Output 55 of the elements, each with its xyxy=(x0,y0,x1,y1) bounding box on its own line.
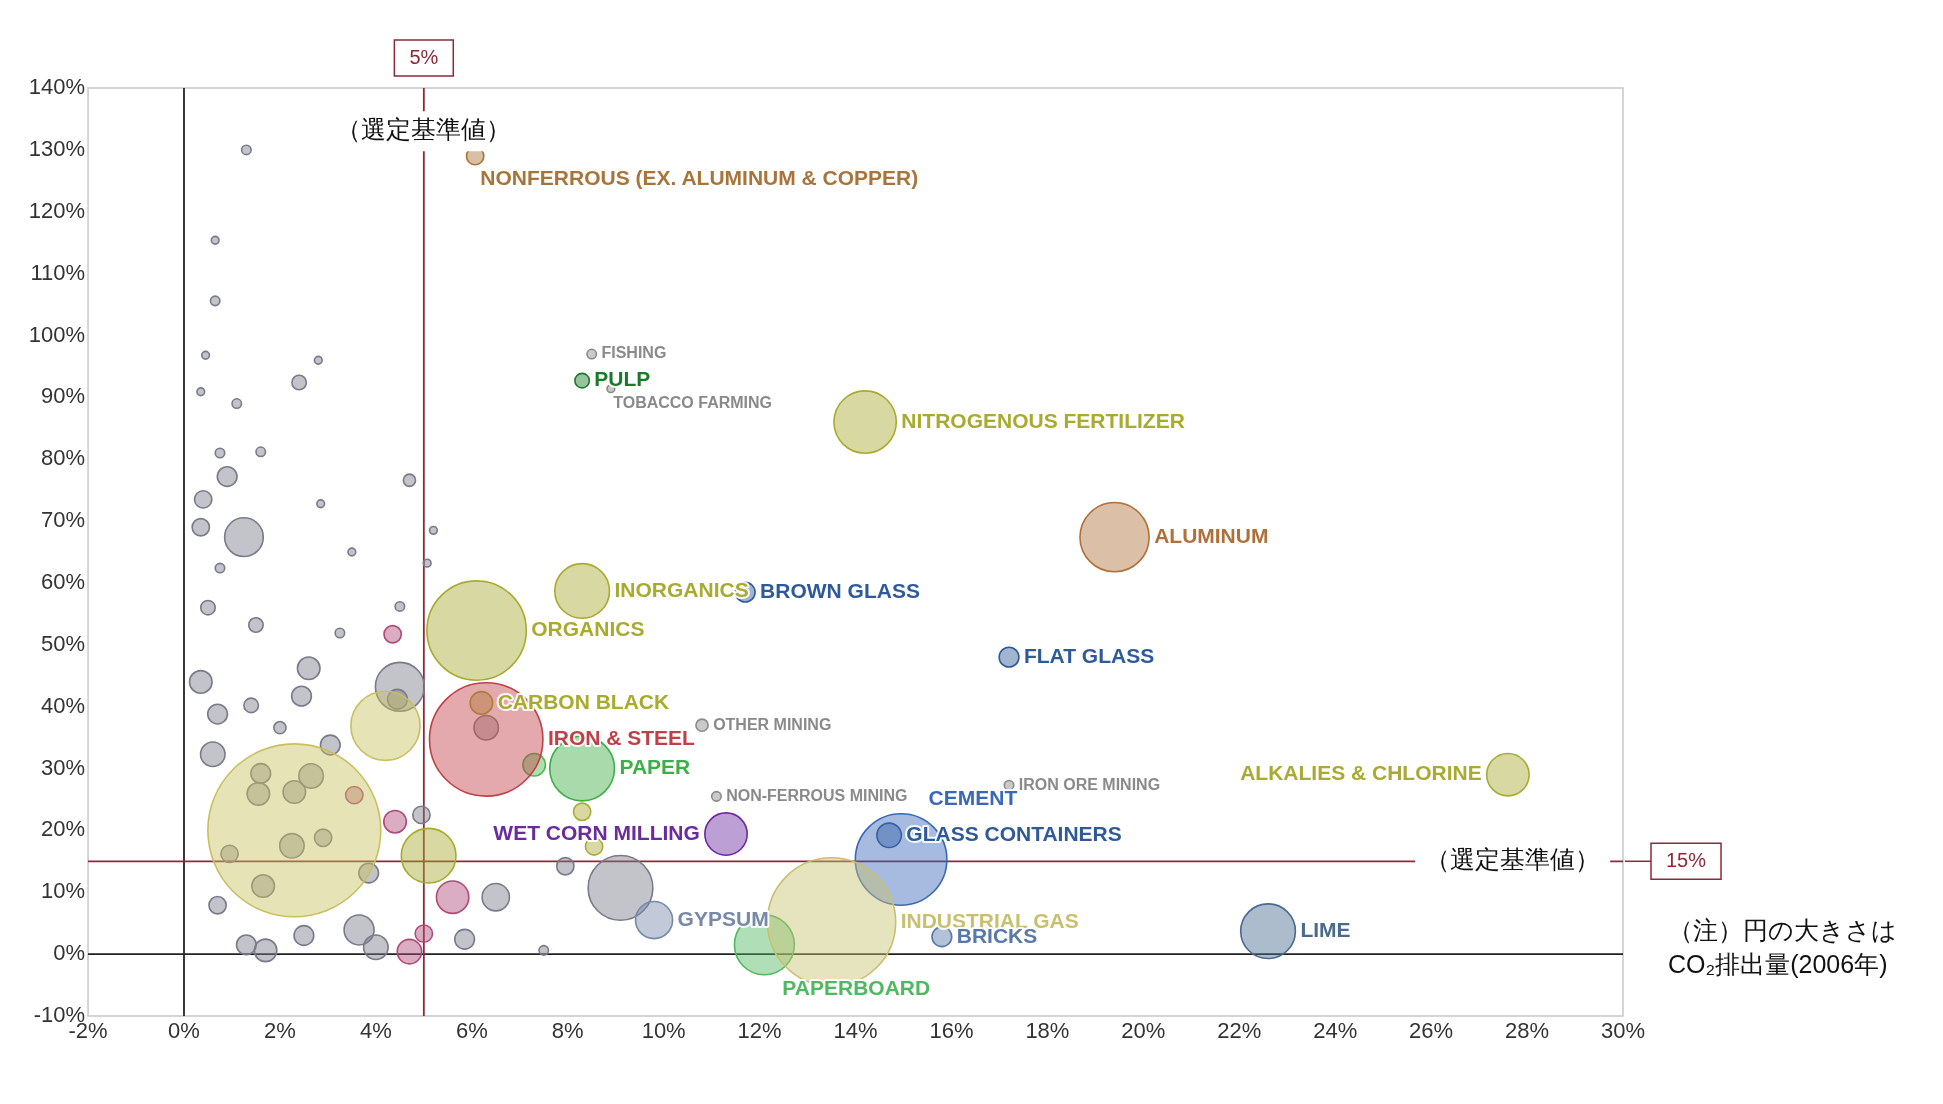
series-label: ORGANICS xyxy=(531,617,645,641)
x-tick-label: 12% xyxy=(737,1018,782,1044)
y-tick-label: 20% xyxy=(41,816,86,842)
y-tick-label: 50% xyxy=(41,630,86,656)
series-label: WET CORN MILLING xyxy=(493,820,700,844)
y-tick-label: 0% xyxy=(53,940,86,966)
x-tick-label: 24% xyxy=(1313,1018,1358,1044)
series-label: FISHING xyxy=(601,344,667,362)
y-tick-label: 130% xyxy=(28,135,86,161)
series-label: NONFERROUS (EX. ALUMINUM & COPPER) xyxy=(480,165,919,189)
text: CO₂排出量(2006年) xyxy=(1668,949,1888,978)
series-label: BROWN GLASS xyxy=(760,579,920,602)
series-label: TOBACCO FARMING xyxy=(613,393,773,411)
series-label: IRON ORE MINING xyxy=(1018,775,1161,793)
series-label: FLAT GLASS xyxy=(1023,643,1155,667)
x-tick-label: 16% xyxy=(929,1018,974,1044)
y-tick-label: 100% xyxy=(28,321,86,347)
y-tick-label: 60% xyxy=(41,568,86,594)
x-tick-label: 28% xyxy=(1505,1018,1550,1044)
y-tick-label: 110% xyxy=(30,259,86,285)
series-label: PAPERBOARD xyxy=(782,975,931,999)
x-tick-label: 0% xyxy=(168,1018,200,1044)
series-label: NON-FERROUS MINING xyxy=(726,786,908,804)
x-tick-label: 20% xyxy=(1121,1018,1166,1044)
text: （注）円の大きさは xyxy=(1668,915,1897,944)
series-label: CEMENT xyxy=(928,786,1018,810)
annotation: （選定基準値） xyxy=(336,115,512,144)
x-tick-label: 30% xyxy=(1600,1018,1646,1044)
y-tick-label: 80% xyxy=(41,445,86,471)
y-tick-label: 140% xyxy=(28,74,86,100)
y-tick-label: 40% xyxy=(41,692,86,718)
x-tick-label: 14% xyxy=(833,1018,878,1044)
ref-line-label: 15% xyxy=(1666,848,1707,871)
series-label: ALUMINUM xyxy=(1154,523,1269,547)
series-label: ALKALIES & CHLORINE xyxy=(1240,761,1482,785)
x-tick-label: 26% xyxy=(1409,1018,1454,1044)
ref-line-label: 5% xyxy=(409,45,439,68)
x-tick-label: 8% xyxy=(551,1018,584,1044)
x-tick-label: 22% xyxy=(1217,1018,1262,1044)
y-tick-label: 90% xyxy=(41,383,86,409)
y-tick-label: 70% xyxy=(41,507,86,533)
y-tick-label: 10% xyxy=(41,878,86,904)
series-label: PULP xyxy=(594,367,651,391)
y-tick-label: 120% xyxy=(28,197,86,223)
series-label: NITROGENOUS FERTILIZER xyxy=(901,408,1185,432)
x-tick-label: 2% xyxy=(264,1018,296,1044)
series-label: PAPER xyxy=(619,755,691,779)
x-tick-label: 18% xyxy=(1025,1018,1070,1044)
x-tick-label: 6% xyxy=(455,1018,488,1044)
series-label: OTHER MINING xyxy=(713,715,832,733)
x-tick-label: 4% xyxy=(359,1018,392,1044)
x-tick-label: 10% xyxy=(641,1018,686,1044)
series-label: LIME xyxy=(1300,917,1351,941)
annotation: （選定基準値） xyxy=(1425,845,1601,874)
y-tick-label: 30% xyxy=(41,754,86,780)
